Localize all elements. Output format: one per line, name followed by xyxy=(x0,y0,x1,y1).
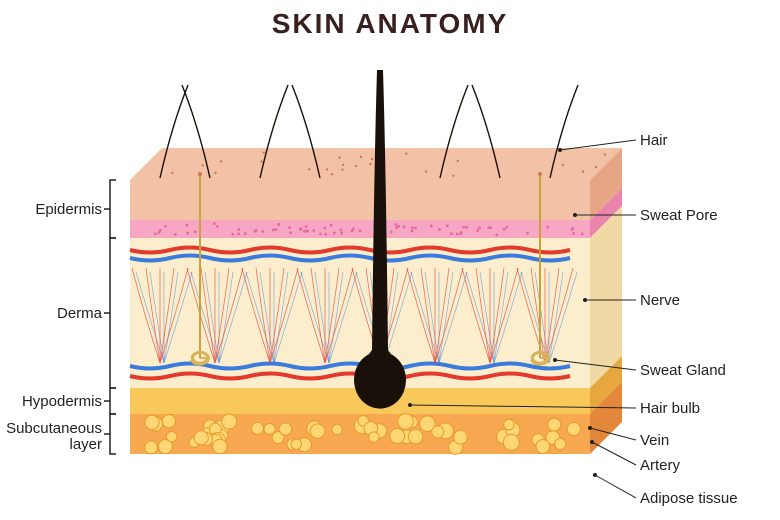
layer-label: Epidermis xyxy=(35,201,102,218)
callout-label: Hair bulb xyxy=(640,400,700,417)
bracket xyxy=(104,388,116,414)
sweat-pore xyxy=(538,172,542,176)
callout-label: Nerve xyxy=(640,292,680,309)
callout-line xyxy=(595,475,636,498)
layer-label: Subcutaneouslayer xyxy=(6,420,102,453)
skin-diagram: Epidermis Derma Hypodermis Subcutaneouslaye… xyxy=(0,40,780,520)
layer-label: Hypodermis xyxy=(22,393,102,410)
bracket xyxy=(104,414,116,454)
sweat-pore xyxy=(198,172,202,176)
callout-line xyxy=(592,442,636,465)
callout-label: Artery xyxy=(640,457,681,474)
callout-label: Sweat Pore xyxy=(640,207,718,224)
bracket xyxy=(104,238,116,388)
callout-label: Sweat Gland xyxy=(640,362,726,379)
page-title: SKIN ANATOMY xyxy=(0,0,780,40)
callout-label: Adipose tissue xyxy=(640,490,738,507)
layer-label: Derma xyxy=(57,305,103,322)
hair-shaft xyxy=(372,70,388,350)
callout-label: Hair xyxy=(640,132,668,149)
bracket xyxy=(104,180,116,238)
callout-label: Vein xyxy=(640,432,669,449)
